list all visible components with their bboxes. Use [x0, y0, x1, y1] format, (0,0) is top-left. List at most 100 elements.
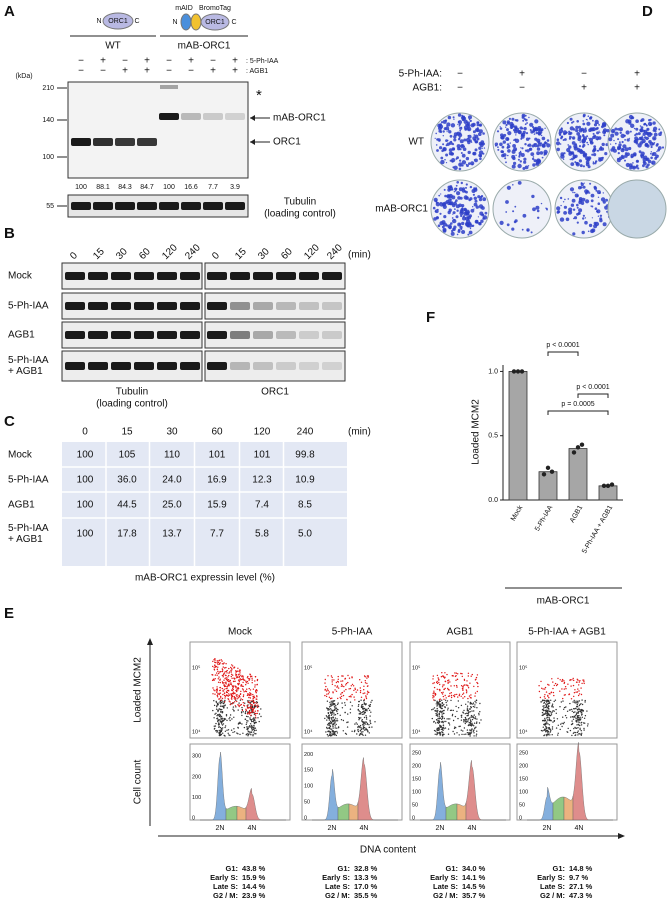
cell-dot	[473, 710, 475, 712]
colony	[574, 191, 576, 194]
cell-dot-red	[547, 683, 549, 686]
cell-dot	[586, 710, 588, 712]
cell-dot	[238, 702, 240, 704]
band-tubulin	[137, 202, 157, 210]
cell-dot-red	[256, 712, 258, 715]
cell-dot-red	[583, 681, 585, 683]
colony	[661, 146, 665, 149]
colony	[532, 163, 536, 167]
colony	[470, 208, 475, 213]
colony	[630, 153, 635, 158]
cell-dot	[363, 710, 365, 712]
colony	[575, 129, 579, 133]
cell-dot	[215, 700, 217, 703]
cell-dot-red	[252, 697, 254, 700]
cell-dot	[329, 708, 332, 710]
cell-dot-red	[362, 692, 364, 695]
cell-dot	[441, 718, 443, 721]
band-orc1	[299, 302, 319, 310]
cell-dot-red	[456, 678, 458, 680]
cell-dot-red	[216, 686, 218, 688]
cell-dot	[567, 731, 569, 733]
colony	[459, 159, 462, 162]
cell-dot-red	[221, 674, 224, 677]
cell-dot	[216, 702, 219, 705]
cell-dot-red	[241, 675, 244, 677]
cell-dot	[342, 719, 345, 722]
cell-dot	[473, 735, 475, 737]
cell-dot-red	[254, 676, 257, 678]
cell-dot	[552, 710, 554, 712]
cell-dot	[436, 719, 438, 721]
cell-dot	[333, 719, 336, 721]
cell-dot	[583, 722, 585, 724]
colony	[452, 213, 454, 215]
cell-dot-red	[224, 667, 226, 669]
cell-dot	[580, 709, 583, 711]
cell-dot-red	[553, 694, 555, 697]
cell-dot-red	[256, 702, 258, 704]
cell-dot-red	[219, 681, 221, 684]
cell-dot-red	[221, 660, 223, 662]
colony	[532, 207, 536, 212]
colony	[573, 216, 578, 220]
cell-dot-red	[232, 688, 234, 691]
cell-dot-red	[251, 704, 254, 706]
cell-dot	[475, 722, 478, 724]
arrowhead	[250, 115, 255, 121]
colony	[637, 167, 640, 170]
cell-dot	[253, 731, 255, 733]
cell-dot	[328, 719, 331, 721]
cell-dot-red	[439, 690, 441, 692]
cell-dot	[221, 724, 224, 726]
colony	[510, 127, 513, 129]
cell-dot	[545, 726, 547, 728]
table-cell: 10.9	[295, 475, 315, 486]
cell-dot	[443, 712, 445, 715]
cell-dot	[453, 727, 456, 730]
cell-dot	[360, 731, 363, 733]
colony	[596, 150, 598, 152]
cell-dot	[468, 711, 470, 713]
cell-dot-red	[442, 691, 444, 693]
cell-dot-red	[250, 703, 252, 706]
cell-dot-red	[470, 697, 472, 699]
colony	[515, 127, 518, 130]
cell-dot	[238, 722, 240, 724]
cell-dot	[334, 717, 337, 719]
cell-dot	[335, 708, 337, 710]
cell-dot-red	[578, 690, 580, 692]
colony	[635, 132, 638, 136]
colony	[639, 128, 644, 133]
colony	[586, 190, 589, 193]
cell-dot	[364, 723, 366, 725]
cell-dot	[473, 732, 475, 734]
cell-dot	[474, 704, 476, 706]
cell-dot	[363, 716, 366, 719]
table-cell: 13.7	[162, 529, 182, 540]
cell-dot-red	[578, 684, 580, 686]
scatter-tick: 10⁵	[412, 664, 420, 671]
cell-dot-red	[570, 698, 573, 700]
cell-dot	[255, 733, 257, 735]
cell-dot-red	[444, 680, 446, 682]
cell-dot	[542, 720, 544, 722]
colony	[530, 231, 533, 234]
cell-dot	[249, 733, 251, 735]
replicate-point	[601, 483, 607, 489]
cell-dot	[469, 719, 472, 721]
cell-dot	[346, 726, 349, 728]
cell-dot	[329, 711, 332, 713]
cell-dot	[347, 721, 349, 723]
colony	[459, 132, 462, 135]
cell-dot	[577, 712, 579, 714]
cell-dot	[252, 733, 254, 736]
colony	[520, 153, 525, 157]
cell-dot-red	[432, 682, 434, 685]
cell-dot-red	[242, 702, 244, 704]
colony	[653, 132, 658, 137]
cell-dot	[462, 730, 464, 732]
cell-dot	[369, 719, 371, 722]
cell-dot-red	[438, 688, 441, 691]
replicate-point	[541, 472, 547, 477]
